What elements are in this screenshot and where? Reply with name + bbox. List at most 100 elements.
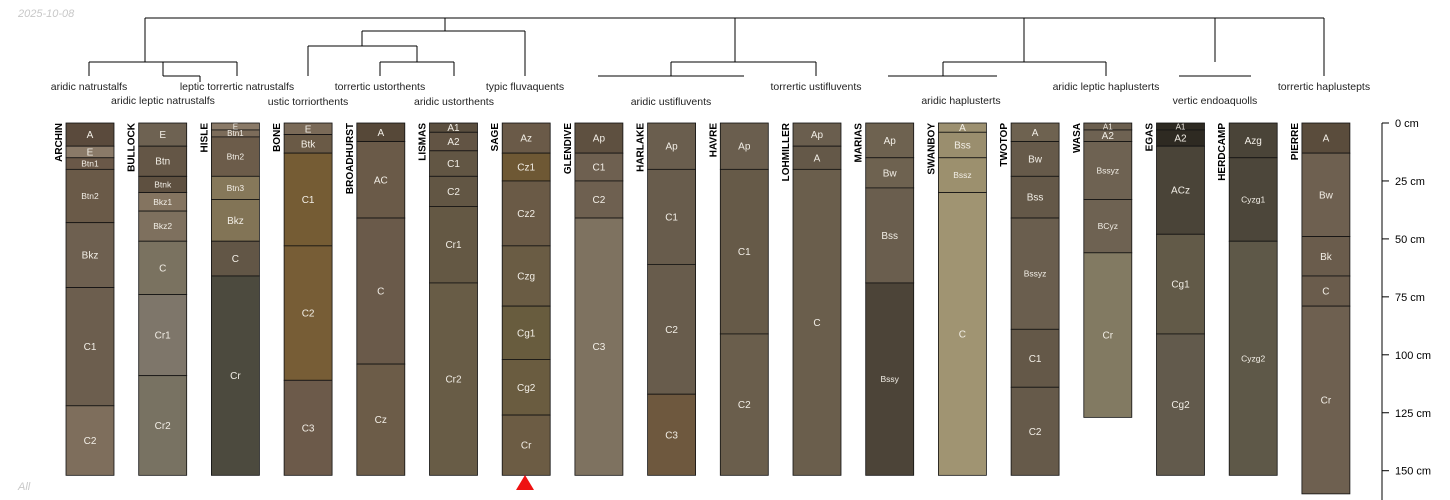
horizon: Btnk [138, 175, 188, 193]
horizon-label: Btk [301, 139, 316, 150]
profile-name: LOHMILLER [781, 122, 792, 181]
horizon-rect [574, 152, 624, 182]
profile-name: ARCHIN [54, 123, 65, 162]
horizon-label: A [87, 130, 94, 141]
horizon-label: C2 [1029, 427, 1042, 438]
horizon-label: Ap [665, 142, 678, 153]
horizon-rect [138, 145, 188, 177]
horizon-rect [283, 245, 333, 381]
horizon: C [356, 217, 406, 365]
horizon: C [792, 168, 842, 476]
horizon: Btn1 [65, 157, 115, 170]
horizon-rect [647, 263, 696, 395]
horizon-label: C2 [447, 187, 460, 198]
horizon-label: Cyzg2 [1241, 353, 1265, 363]
horizon: C1 [283, 152, 333, 247]
horizon-rect [938, 157, 987, 193]
horizon: Bkz1 [138, 192, 188, 212]
taxon-label: vertic endoaquolls [1173, 95, 1258, 107]
horizon-rect [501, 245, 551, 307]
horizon: Czg [501, 245, 551, 307]
horizon: Bw [1010, 141, 1060, 177]
horizon: C2 [647, 263, 696, 395]
horizon: Btn2 [210, 136, 260, 177]
profile-name: HARLAKE [636, 123, 647, 172]
horizon-rect [1156, 333, 1205, 476]
horizon: C1 [65, 287, 115, 407]
horizon-rect [356, 363, 406, 476]
soil-profile: Ap C1 C2 C3 GLENDIVE [563, 122, 624, 476]
taxon-label: aridic ustorthents [414, 96, 494, 108]
horizon: Bkz2 [138, 210, 188, 242]
horizon-label: A2 [1174, 134, 1187, 145]
horizon: A [356, 122, 406, 142]
horizon-label: Btn2 [227, 152, 245, 162]
horizon-label: A [959, 123, 966, 134]
profile-name: LISMAS [418, 123, 429, 161]
horizon-label: A1 [1176, 122, 1186, 131]
dendrogram-branch [888, 61, 1107, 77]
horizon: Cr [1301, 305, 1351, 495]
horizon-label: Cr2 [445, 375, 462, 386]
horizon-label: Cg2 [517, 383, 536, 394]
date-label: 2025-10-08 [18, 8, 75, 20]
horizon-label: C [159, 263, 166, 274]
horizon-rect [865, 282, 915, 476]
horizon: Bssyz [1010, 217, 1060, 330]
horizon-label: Btn2 [81, 191, 99, 201]
horizon: Cr2 [138, 375, 188, 476]
horizon-rect [1010, 386, 1060, 476]
horizon: C [138, 240, 188, 295]
horizon: Cg1 [501, 305, 551, 360]
horizon: A2 [429, 131, 478, 152]
dendrogram-branch [361, 30, 526, 76]
horizon: Cz2 [501, 180, 551, 247]
horizon-label: Cr [1103, 331, 1114, 342]
profile-name: PIERRE [1290, 123, 1301, 161]
horizon-rect [719, 333, 769, 476]
horizon-label: E [87, 147, 94, 158]
horizon: Azg [1228, 122, 1278, 159]
horizon: Bss [1010, 175, 1060, 219]
horizon-label: Cg2 [1171, 400, 1190, 411]
horizon-rect [938, 131, 987, 159]
horizon-rect [283, 152, 333, 247]
horizon-label: BCyz [1098, 221, 1118, 231]
axis-tick-label: 75 cm [1395, 292, 1425, 304]
horizon-label: Cr [521, 441, 532, 452]
horizon-rect [65, 405, 115, 476]
depth-axis: 0 cm 25 cm 50 cm 75 cm 100 cm 125 cm 150 cm [1381, 118, 1431, 500]
horizon: Cr [210, 275, 260, 476]
profile-name: SAGE [490, 123, 501, 152]
profile-name: HERDCAMP [1217, 123, 1228, 181]
profile-name: WASA [1072, 123, 1083, 153]
horizon-label: C3 [665, 430, 678, 441]
horizon-label: A2 [447, 137, 460, 148]
profile-name: SWANBOY [926, 123, 937, 175]
horizon: A [1010, 122, 1060, 142]
horizon: Cr [501, 414, 551, 476]
horizon-rect [1010, 141, 1060, 177]
horizon-label: Azg [1245, 136, 1262, 147]
horizon-label: Bw [1319, 190, 1334, 201]
horizon: C2 [429, 175, 478, 207]
horizon: A [65, 122, 115, 147]
horizon-label: Bss [954, 141, 971, 152]
horizon: C2 [1010, 386, 1060, 476]
horizon-label: Bssyz [1096, 165, 1119, 175]
horizon-label: A1 [447, 123, 460, 134]
horizon-rect [1083, 199, 1133, 254]
horizon-label: Bkz2 [153, 221, 172, 231]
axis-tick-label: 100 cm [1395, 350, 1431, 362]
horizon: C2 [719, 333, 769, 476]
horizon: C1 [647, 168, 696, 265]
horizon-label: Btn3 [227, 183, 245, 193]
horizon: Bw [865, 157, 915, 189]
horizon-rect [210, 240, 260, 277]
horizon-label: Cr1 [155, 331, 172, 342]
horizon-rect [1301, 122, 1351, 154]
soil-profile: A Bw Bss Bssyz C1 C2 TWOTOP [999, 122, 1060, 476]
horizon: C [938, 192, 987, 476]
horizon-rect [138, 294, 188, 377]
